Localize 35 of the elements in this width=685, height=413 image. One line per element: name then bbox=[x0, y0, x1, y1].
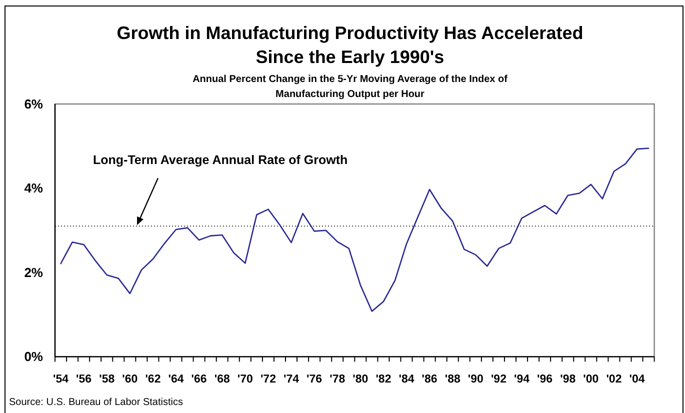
chart-title: Growth in Manufacturing Productivity Has Accelerated Since the Early 1990's bbox=[116, 23, 584, 67]
x-tick-label: '00 bbox=[583, 374, 599, 386]
x-tick-label: '58 bbox=[99, 374, 116, 386]
x-tick-label: '98 bbox=[560, 374, 576, 386]
x-tick-label: '54 bbox=[52, 374, 70, 386]
x-tick-label: '60 bbox=[122, 374, 138, 386]
x-tick-label: '56 bbox=[76, 374, 92, 386]
x-tick-label: '64 bbox=[168, 374, 184, 386]
x-tick-label: '74 bbox=[283, 374, 300, 386]
y-tick-label: 2% bbox=[24, 264, 44, 280]
x-tick-label: '96 bbox=[537, 374, 553, 386]
x-tick-label: '68 bbox=[214, 374, 230, 386]
x-tick-label: '78 bbox=[330, 374, 346, 386]
x-tick-label: '72 bbox=[260, 374, 276, 386]
x-tick-label: '66 bbox=[191, 374, 207, 386]
x-tick-label: '94 bbox=[514, 374, 530, 386]
y-tick-label: 6% bbox=[24, 96, 44, 112]
x-tick-label: '62 bbox=[145, 374, 161, 386]
x-tick-label: '04 bbox=[629, 374, 646, 386]
x-tick-label: '92 bbox=[490, 374, 506, 386]
x-tick-label: '70 bbox=[237, 374, 253, 386]
line-series bbox=[60, 148, 650, 312]
x-tick-label: '82 bbox=[376, 374, 392, 386]
x-tick-label: '88 bbox=[444, 374, 461, 386]
x-tick-label: '80 bbox=[352, 374, 368, 386]
y-tick-label: 0% bbox=[24, 349, 44, 364]
ref-line-label: Long-Term Average Annual Rate of Growth bbox=[93, 153, 348, 168]
x-tick-label: '02 bbox=[606, 374, 622, 386]
x-tick-label: '84 bbox=[398, 374, 415, 386]
x-tick-label: '86 bbox=[422, 374, 438, 386]
x-tick-label: '90 bbox=[468, 374, 484, 386]
y-tick-label: 4% bbox=[24, 180, 44, 196]
chart-subtitle: Annual Percent Change in the 5-Yr Moving Average of the Index of Manufacturing Output per Hour bbox=[192, 74, 508, 100]
source-note: Source: U.S. Bureau of Labor Statistics bbox=[9, 397, 183, 408]
x-tick-label: '76 bbox=[306, 374, 322, 386]
